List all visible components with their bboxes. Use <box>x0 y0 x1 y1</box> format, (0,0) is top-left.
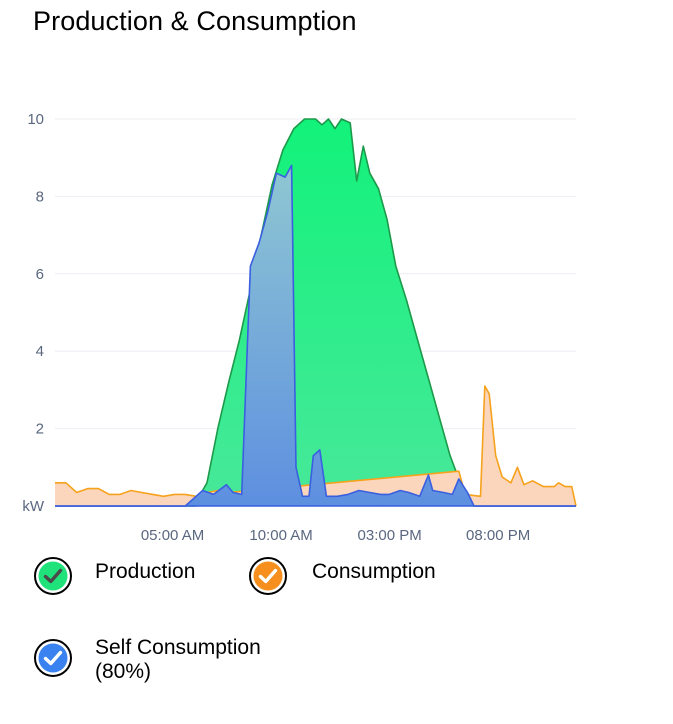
y-axis-unit-label: kW <box>22 498 45 515</box>
x-axis: 05:00 AM 10:00 AM 03:00 PM 08:00 PM <box>141 527 530 544</box>
x-tick-label: 05:00 AM <box>141 527 204 544</box>
series-line-consumption <box>55 385 577 507</box>
y-tick-label: 4 <box>36 343 44 360</box>
series-area-production <box>55 119 576 506</box>
legend-item-consumption[interactable]: Consumption <box>248 556 436 596</box>
legend-label-self-consumption-line2: (80%) <box>95 660 152 683</box>
y-tick-label: 10 <box>27 111 44 128</box>
chart: 2 4 6 8 10 kW 05:00 AM 10:00 AM 03:00 PM 08:00 P… <box>22 111 577 544</box>
series-areas <box>55 118 577 507</box>
legend-item-production[interactable]: Production <box>33 556 195 596</box>
legend-label-self-consumption-line1: Self Consumption <box>95 636 261 659</box>
chart-title: Production & Consumption <box>33 6 357 36</box>
x-tick-label: 10:00 AM <box>249 527 312 544</box>
x-tick-label: 03:00 PM <box>358 527 422 544</box>
y-axis: 2 4 6 8 10 kW <box>22 111 576 515</box>
legend-label-self-consumption: Self Consumption (80%) <box>95 636 261 684</box>
series-line-production <box>55 118 576 507</box>
legend-item-self-consumption[interactable]: Self Consumption (80%) <box>33 636 261 684</box>
series-line-self-consumption <box>55 164 576 507</box>
legend-label-consumption: Consumption <box>312 560 436 583</box>
check-circle-icon <box>34 557 72 595</box>
y-tick-label: 2 <box>36 421 44 438</box>
x-tick-label: 08:00 PM <box>466 527 530 544</box>
series-area-consumption <box>55 386 576 506</box>
check-circle-icon <box>249 557 287 595</box>
check-circle-icon <box>34 639 72 677</box>
legend-label-production: Production <box>95 560 196 583</box>
y-tick-label: 8 <box>36 188 44 205</box>
y-tick-label: 6 <box>36 266 44 283</box>
